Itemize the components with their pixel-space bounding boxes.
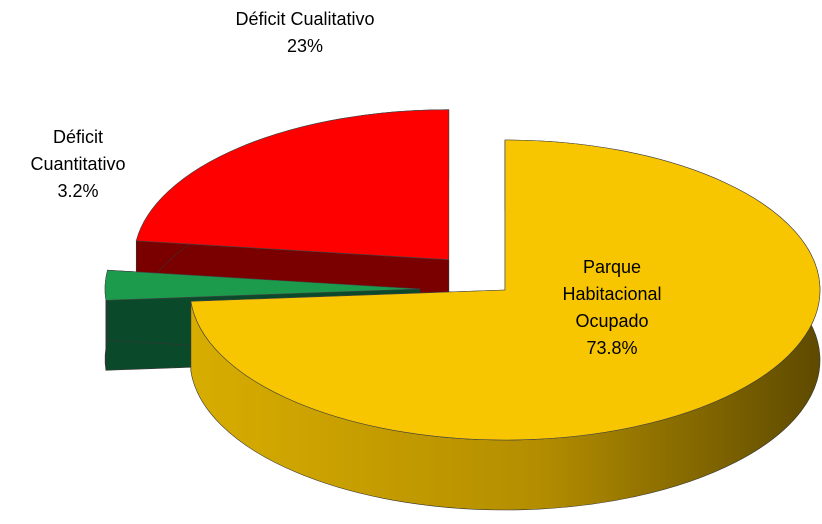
slice-label: Déficit Cuantitativo: [30, 127, 126, 174]
slice-label: Déficit Cualitativo: [235, 9, 375, 29]
slice-value-label: 73.8%: [586, 338, 638, 358]
slice: [135, 109, 450, 260]
slice-value-label: 23%: [286, 36, 324, 56]
slice: [190, 139, 821, 441]
slice-label: Parque Habitacional Ocupado: [562, 257, 662, 331]
slice: [104, 269, 421, 301]
slice-value-label: 3.2%: [57, 181, 99, 201]
